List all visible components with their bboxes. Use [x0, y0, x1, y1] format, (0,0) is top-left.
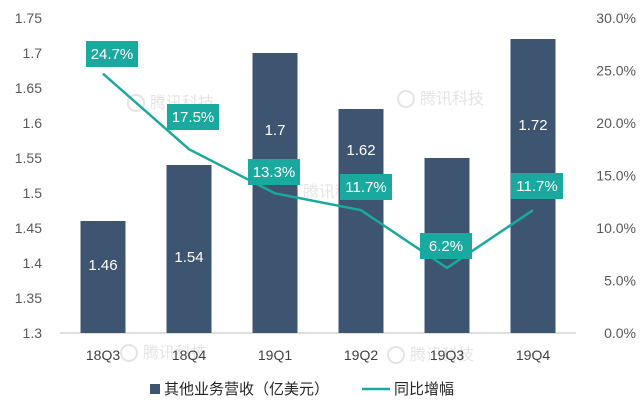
- left-axis-tick-label: 1.3: [23, 325, 43, 341]
- watermark-logo-icon: [397, 90, 415, 108]
- legend-line-label: 同比增幅: [394, 380, 454, 398]
- left-axis-tick-label: 1.4: [23, 255, 43, 271]
- right-axis-tick-label: 20.0%: [596, 115, 636, 131]
- line-data-label: 11.7%: [340, 174, 392, 200]
- x-axis-category-label: 19Q4: [516, 347, 550, 363]
- right-axis-tick-label: 5.0%: [604, 273, 636, 289]
- watermark-text: 腾讯科技: [410, 345, 474, 364]
- line-value-label: 17.5%: [172, 109, 215, 126]
- line-label-box: [248, 159, 300, 185]
- line-data-label: 11.7%: [511, 173, 563, 199]
- bar: [80, 221, 126, 333]
- x-axis-category-label: 18Q4: [172, 347, 206, 363]
- line-value-label: 11.7%: [516, 178, 557, 195]
- line-value-label: 6.2%: [429, 238, 463, 255]
- bar-series: [80, 39, 556, 333]
- bar-value-label: 1.7: [265, 122, 286, 139]
- watermark-text: 腾讯科技: [420, 89, 484, 108]
- watermark-logo-icon: [127, 94, 145, 112]
- bar: [166, 165, 212, 333]
- right-axis-tick-label: 25.0%: [596, 63, 636, 79]
- line-data-label: 13.3%: [248, 159, 300, 185]
- line-label-box: [167, 104, 219, 130]
- bar-value-label: 1.54: [174, 249, 203, 266]
- left-axis-tick-label: 1.7: [23, 45, 43, 61]
- legend-item-line: 同比增幅: [362, 380, 454, 398]
- left-axis-tick-label: 1.6: [23, 115, 43, 131]
- watermark-logo-icon: [120, 344, 138, 362]
- line-label-box: [86, 41, 138, 67]
- right-axis-tick-label: 15.0%: [596, 168, 636, 184]
- legend-bar-label: 其他业务营收（亿美元）: [164, 380, 329, 398]
- legend: 其他业务营收（亿美元） 同比增幅: [150, 380, 454, 398]
- line-data-label: 17.5%: [167, 104, 219, 130]
- left-axis-tick-label: 1.75: [15, 10, 42, 26]
- legend-item-bar: 其他业务营收（亿美元）: [150, 380, 329, 398]
- left-axis-tick-label: 1.45: [15, 220, 42, 236]
- x-axis-category-label: 19Q2: [344, 347, 378, 363]
- axes: 1.3 1.35 1.4 1.45 1.5 1.55 1.6 1.65 1.7 1.75 0.0% 5…: [15, 10, 636, 363]
- x-axis-category-label: 18Q3: [86, 347, 120, 363]
- watermark: 腾讯科技: [120, 343, 207, 362]
- x-axis-category-label: 19Q1: [258, 347, 292, 363]
- left-axis-tick-label: 1.5: [23, 185, 43, 201]
- bar-value-label: 1.72: [518, 117, 547, 134]
- line-value-label: 13.3%: [253, 164, 296, 181]
- watermark: 腾讯科技: [387, 345, 474, 364]
- watermark: 腾讯科技: [397, 89, 484, 108]
- x-axis-category-label: 19Q3: [430, 347, 464, 363]
- watermark-logo-icon: [387, 346, 405, 364]
- line-value-label: 24.7%: [91, 46, 134, 63]
- right-axis-tick-label: 10.0%: [596, 220, 636, 236]
- line-labels: 24.7% 17.5% 13.3% 11.7% 6.2% 11.7%: [86, 41, 563, 259]
- line-label-box: [420, 233, 472, 259]
- line-data-label: 6.2%: [420, 233, 472, 259]
- left-axis-tick-label: 1.55: [15, 150, 42, 166]
- line-value-label: 11.7%: [345, 179, 386, 196]
- legend-bar-swatch: [150, 384, 160, 394]
- bar-value-label: 1.46: [88, 257, 117, 274]
- line-label-box: [511, 173, 563, 199]
- line-data-label: 24.7%: [86, 41, 138, 67]
- right-axis-tick-label: 30.0%: [596, 10, 636, 26]
- watermark-text: 腾讯科技: [143, 343, 207, 362]
- left-axis-tick-label: 1.65: [15, 80, 42, 96]
- line-label-box: [340, 174, 392, 200]
- right-axis-tick-label: 0.0%: [604, 325, 636, 341]
- left-axis-tick-label: 1.35: [15, 290, 42, 306]
- bar-value-label: 1.62: [346, 142, 375, 159]
